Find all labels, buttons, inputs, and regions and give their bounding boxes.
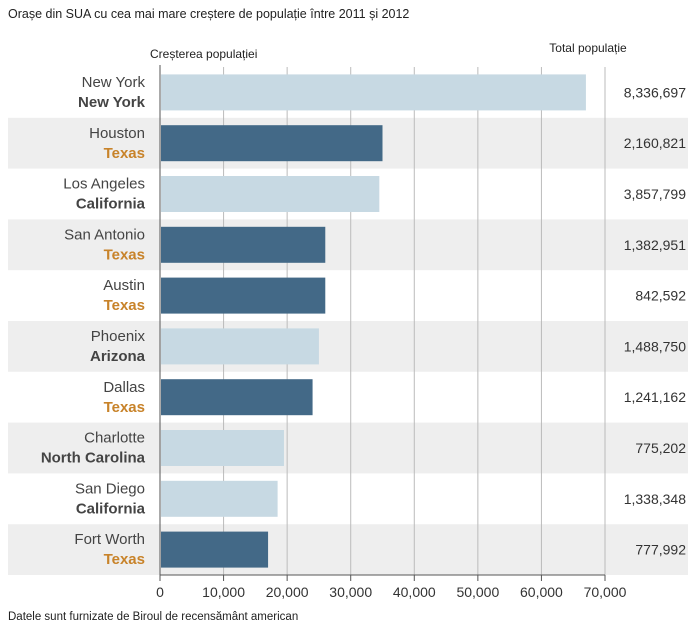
state-label: North Carolina bbox=[41, 450, 146, 467]
state-label: Texas bbox=[104, 145, 145, 162]
x-tick-label: 70,000 bbox=[584, 584, 627, 600]
bar bbox=[161, 531, 269, 568]
row-labels: New York New York Houston Texas Los Angeles C… bbox=[41, 74, 146, 568]
state-label: California bbox=[76, 500, 146, 517]
state-label: Texas bbox=[104, 399, 145, 416]
population-value: 775,202 bbox=[635, 440, 686, 456]
row-band bbox=[8, 524, 688, 575]
x-tick-label: 40,000 bbox=[393, 584, 436, 600]
population-value: 1,382,951 bbox=[624, 237, 686, 253]
city-label: San Antonio bbox=[64, 226, 145, 243]
population-value: 842,592 bbox=[635, 288, 686, 304]
x-tick-label: 60,000 bbox=[520, 584, 563, 600]
city-label: Austin bbox=[103, 277, 145, 294]
x-axis-label: Creșterea populației bbox=[150, 47, 257, 61]
population-value: 777,992 bbox=[635, 542, 686, 558]
bar bbox=[161, 125, 383, 162]
state-label: Texas bbox=[104, 246, 145, 263]
population-value: 1,338,348 bbox=[624, 491, 686, 507]
bar bbox=[161, 328, 319, 365]
population-value: 2,160,821 bbox=[624, 135, 686, 151]
city-label: Charlotte bbox=[84, 430, 145, 447]
row-band bbox=[8, 422, 688, 474]
city-label: Houston bbox=[89, 125, 145, 142]
x-tick-label: 30,000 bbox=[329, 584, 372, 600]
x-tick-label: 10,000 bbox=[202, 584, 245, 600]
x-axis: 0 10,000 20,000 30,000 40,000 50,000 60,000 70,… bbox=[156, 65, 627, 600]
population-value: 3,857,799 bbox=[624, 186, 686, 202]
state-label: California bbox=[76, 196, 146, 213]
state-label: Texas bbox=[104, 551, 145, 568]
row-band bbox=[8, 219, 688, 271]
bar bbox=[161, 480, 278, 517]
bar bbox=[161, 74, 586, 111]
city-label: Dallas bbox=[103, 379, 145, 396]
x-tick-label: 0 bbox=[156, 584, 164, 600]
chart-title: Orașe din SUA cu cea mai mare creștere d… bbox=[8, 7, 409, 21]
city-label: Phoenix bbox=[91, 328, 146, 345]
row-bands bbox=[8, 117, 688, 575]
city-label: Fort Worth bbox=[74, 531, 145, 548]
state-label: New York bbox=[78, 94, 146, 111]
state-label: Arizona bbox=[90, 348, 146, 365]
bar bbox=[161, 379, 313, 416]
population-value: 1,488,750 bbox=[624, 338, 686, 354]
city-label: San Diego bbox=[75, 480, 145, 497]
city-label: Los Angeles bbox=[63, 176, 145, 193]
population-values: 8,336,697 2,160,821 3,857,799 1,382,951 842,… bbox=[624, 84, 687, 557]
bar bbox=[161, 430, 284, 466]
bar bbox=[161, 226, 326, 263]
x-tick-label: 20,000 bbox=[266, 584, 309, 600]
population-value: 8,336,697 bbox=[624, 84, 686, 100]
state-label: Texas bbox=[104, 297, 145, 314]
population-header: Total populație bbox=[549, 41, 627, 55]
bar bbox=[161, 277, 326, 314]
x-tick-label: 50,000 bbox=[456, 584, 499, 600]
source-note: Datele sunt furnizate de Biroul de recen… bbox=[8, 611, 298, 623]
row-band bbox=[8, 321, 688, 372]
city-label: New York bbox=[82, 74, 146, 91]
bar bbox=[161, 176, 380, 212]
bars bbox=[161, 74, 586, 568]
population-value: 1,241,162 bbox=[624, 389, 686, 405]
